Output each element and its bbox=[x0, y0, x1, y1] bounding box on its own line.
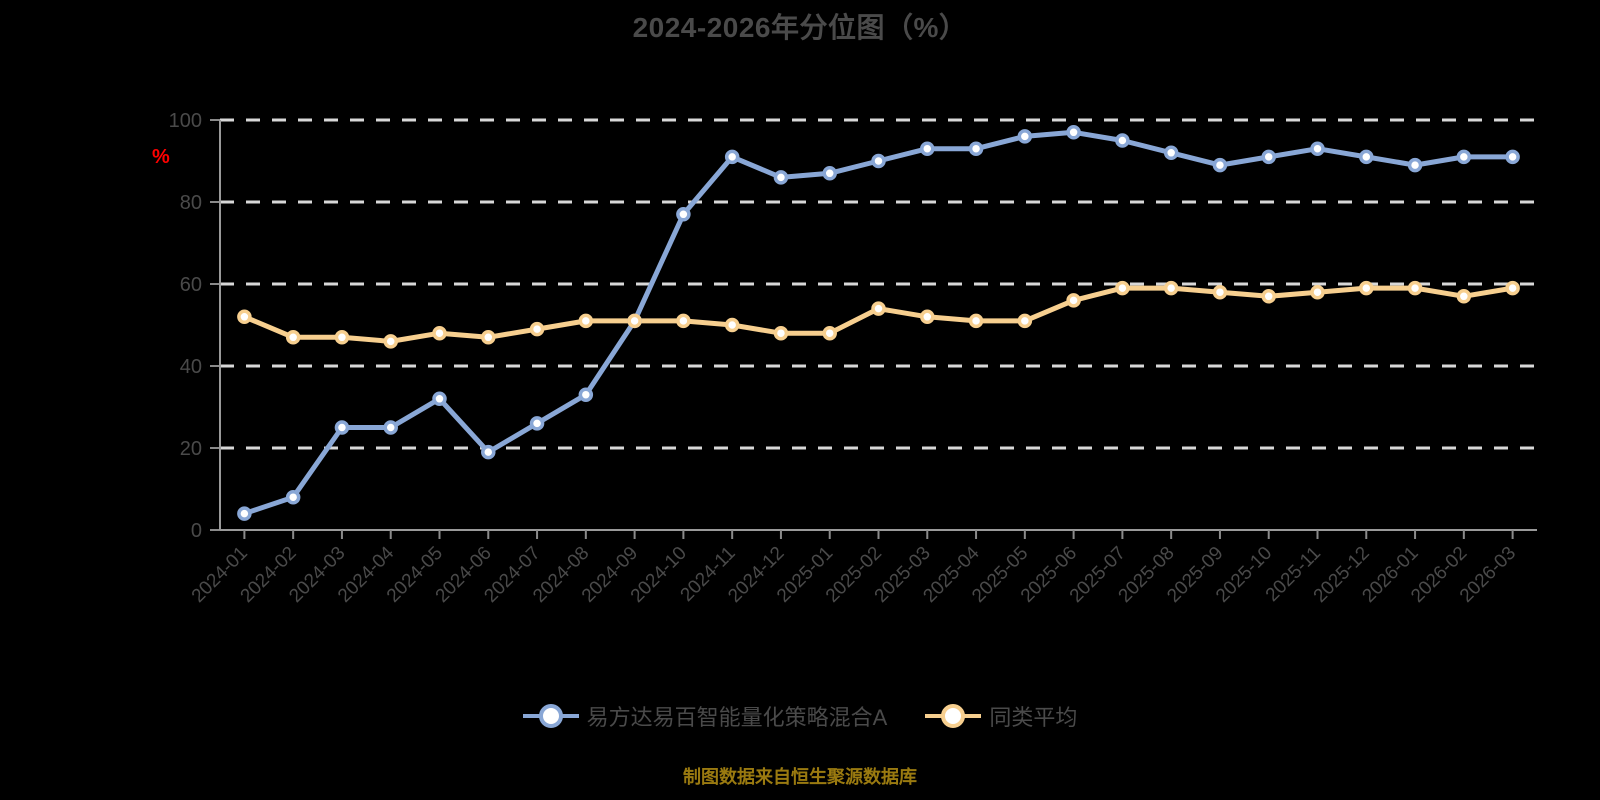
series-line-1 bbox=[241, 129, 1516, 517]
data-point[interactable] bbox=[334, 330, 350, 345]
data-point[interactable] bbox=[1212, 157, 1228, 173]
data-point[interactable] bbox=[1017, 313, 1033, 329]
data-point[interactable] bbox=[920, 309, 935, 325]
data-point[interactable] bbox=[1310, 284, 1325, 300]
chart-plot-area: 020406080100%2024-012024-022024-032024-0… bbox=[152, 110, 1537, 607]
data-point[interactable] bbox=[676, 207, 691, 222]
data-point[interactable] bbox=[578, 387, 594, 402]
data-point[interactable] bbox=[724, 149, 740, 165]
data-point[interactable] bbox=[1505, 149, 1520, 165]
chart-legend: 易方达易百智能量化策略混合A 同类平均 bbox=[0, 700, 1600, 732]
data-point[interactable] bbox=[334, 420, 350, 435]
data-point[interactable] bbox=[724, 317, 740, 333]
legend-marker-peer-average-icon bbox=[925, 704, 982, 728]
data-point[interactable] bbox=[627, 313, 642, 329]
page-title: 2024-2026年分位图（%） bbox=[632, 12, 968, 43]
data-point[interactable] bbox=[1163, 145, 1179, 161]
data-point[interactable] bbox=[871, 153, 886, 169]
data-point[interactable] bbox=[1407, 157, 1423, 173]
data-point[interactable] bbox=[1163, 280, 1179, 296]
data-point[interactable] bbox=[773, 325, 789, 341]
data-point[interactable] bbox=[432, 391, 447, 407]
data-point[interactable] bbox=[1359, 280, 1374, 296]
data-point[interactable] bbox=[383, 420, 398, 435]
data-point[interactable] bbox=[237, 506, 252, 521]
data-source-note: 制图数据来自恒生聚源数据库 bbox=[683, 767, 917, 787]
y-axis-tick-label: 100 bbox=[169, 110, 202, 132]
data-point[interactable] bbox=[968, 141, 984, 156]
data-point[interactable] bbox=[871, 301, 886, 316]
data-point[interactable] bbox=[1017, 129, 1033, 144]
data-point[interactable] bbox=[237, 309, 252, 325]
data-point[interactable] bbox=[481, 444, 496, 460]
legend-item-fund[interactable]: 易方达易百智能量化策略混合A bbox=[522, 700, 888, 732]
data-point[interactable] bbox=[1066, 125, 1081, 140]
data-point[interactable] bbox=[1359, 149, 1374, 165]
data-point[interactable] bbox=[676, 313, 691, 329]
data-point[interactable] bbox=[529, 416, 545, 431]
y-axis-tick-label: 0 bbox=[191, 520, 202, 542]
data-point[interactable] bbox=[1212, 284, 1228, 300]
data-point[interactable] bbox=[773, 170, 789, 185]
y-axis-tick-label: 60 bbox=[180, 274, 202, 296]
data-point[interactable] bbox=[968, 313, 984, 329]
data-point[interactable] bbox=[822, 166, 837, 181]
data-point[interactable] bbox=[432, 325, 447, 341]
data-point[interactable] bbox=[1261, 289, 1276, 304]
y-axis-tick-label: 40 bbox=[180, 356, 202, 378]
data-point[interactable] bbox=[481, 330, 496, 345]
data-point[interactable] bbox=[822, 325, 837, 341]
data-point[interactable] bbox=[1066, 293, 1081, 308]
data-point[interactable] bbox=[1115, 280, 1130, 296]
legend-label-peer-average: 同类平均 bbox=[989, 705, 1078, 730]
y-axis-tick-label: 80 bbox=[180, 192, 202, 214]
data-point[interactable] bbox=[1456, 289, 1472, 304]
legend-marker-fund-icon bbox=[522, 704, 579, 728]
data-point[interactable] bbox=[383, 334, 398, 349]
data-point[interactable] bbox=[1261, 149, 1276, 165]
y-axis-unit-label: % bbox=[152, 146, 170, 168]
data-point[interactable] bbox=[1505, 280, 1520, 296]
legend-label-fund: 易方达易百智能量化策略混合A bbox=[586, 705, 888, 730]
data-point[interactable] bbox=[1115, 133, 1130, 148]
data-point[interactable] bbox=[285, 489, 301, 505]
data-point[interactable] bbox=[1407, 280, 1423, 296]
data-point[interactable] bbox=[920, 141, 935, 156]
data-point[interactable] bbox=[285, 330, 301, 345]
data-point[interactable] bbox=[1456, 149, 1472, 165]
data-point[interactable] bbox=[578, 313, 594, 329]
y-axis-tick-label: 20 bbox=[180, 438, 202, 460]
data-point[interactable] bbox=[1310, 141, 1325, 156]
legend-item-peer-average[interactable]: 同类平均 bbox=[925, 700, 1077, 732]
data-point[interactable] bbox=[529, 321, 545, 337]
